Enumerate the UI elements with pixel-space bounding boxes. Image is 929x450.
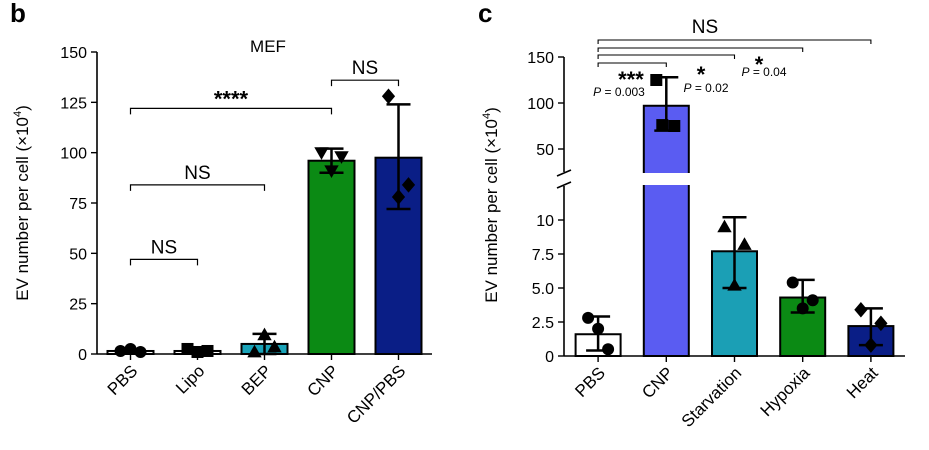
significance-label-1: NS bbox=[184, 163, 210, 184]
y-tick-label-6: 150 bbox=[60, 45, 87, 62]
data-point-1-0 bbox=[650, 74, 663, 86]
y-tick-label-3: 75 bbox=[69, 196, 87, 213]
x-tick-label-4: CNP/PBS bbox=[343, 361, 409, 427]
p-value-1: P = 0.003 bbox=[593, 85, 645, 99]
data-point-2-1 bbox=[727, 278, 742, 291]
bar-break-gap-cnp bbox=[641, 173, 691, 185]
data-point-0-0 bbox=[582, 311, 595, 324]
data-point-4-0 bbox=[381, 88, 396, 105]
y-tick-label-upper-1: 100 bbox=[527, 96, 554, 113]
panel-letter-c: c bbox=[478, 0, 492, 28]
data-point-0-0 bbox=[114, 344, 127, 357]
data-point-2-0 bbox=[717, 219, 732, 233]
y-tick-label-lower-2: 5.0 bbox=[532, 281, 554, 298]
x-tick-label-3: Hypoxia bbox=[757, 363, 814, 420]
data-point-3-2 bbox=[334, 151, 349, 164]
significance-bracket-1 bbox=[597, 62, 667, 67]
p-value-3: P = 0.04 bbox=[741, 65, 786, 79]
x-tick-label-1: CNP bbox=[638, 363, 677, 402]
data-point-4-0 bbox=[854, 301, 868, 318]
significance-label-1: *** bbox=[618, 67, 644, 92]
significance-bracket-3 bbox=[330, 79, 400, 87]
significance-bracket-1 bbox=[129, 184, 266, 191]
data-point-2-0 bbox=[247, 344, 262, 358]
significance-label-3: NS bbox=[352, 58, 378, 79]
y-tick-label-2: 50 bbox=[69, 246, 87, 263]
y-axis-label: EV number per cell (×104) bbox=[12, 105, 32, 301]
p-value-2: P = 0.02 bbox=[683, 81, 728, 95]
data-point-4-2 bbox=[401, 177, 416, 193]
x-tick-label-2: Starvation bbox=[678, 363, 746, 431]
data-point-3-1 bbox=[324, 165, 339, 178]
data-point-1-1 bbox=[656, 119, 669, 132]
x-tick-label-0: PBS bbox=[104, 361, 141, 398]
chart-c: 0 2.5 5.0 7.5 10 50 100 150 EV number per cell (… bbox=[481, 17, 905, 431]
y-tick-label-4: 100 bbox=[60, 146, 87, 163]
x-tick-label-0: PBS bbox=[571, 363, 608, 400]
chart-b-title: MEF bbox=[250, 37, 286, 56]
data-point-0-1 bbox=[124, 342, 137, 355]
data-point-4-2 bbox=[874, 315, 888, 332]
axis-break-mark-upper bbox=[556, 169, 572, 177]
y-tick-label-upper-0: 50 bbox=[536, 142, 554, 159]
y-tick-label-lower-4: 10 bbox=[536, 213, 554, 230]
y-tick-label-lower-0: 0 bbox=[545, 349, 554, 366]
y-axis-label: EV number per cell (×104) bbox=[481, 107, 501, 303]
data-point-4-1 bbox=[391, 189, 406, 205]
data-point-1-2 bbox=[201, 344, 214, 357]
y-tick-label-0: 0 bbox=[78, 347, 87, 364]
data-point-3-2 bbox=[806, 294, 819, 307]
y-tick-label-5: 125 bbox=[60, 95, 87, 112]
data-point-2-2 bbox=[737, 237, 752, 250]
bar-cnp bbox=[307, 159, 356, 355]
data-point-0-2 bbox=[134, 345, 147, 358]
data-point-1-0 bbox=[181, 342, 194, 355]
axis-break-mark-lower bbox=[556, 181, 572, 189]
bar-cnp bbox=[642, 104, 690, 358]
significance-label-3: * bbox=[755, 52, 764, 77]
significance-label-2: * bbox=[697, 62, 706, 87]
data-point-2-1 bbox=[257, 327, 272, 341]
significance-label-0: NS bbox=[151, 237, 177, 258]
data-point-3-1 bbox=[796, 302, 809, 315]
data-point-2-2 bbox=[267, 339, 282, 353]
data-point-0-2 bbox=[602, 343, 615, 356]
data-point-3-0 bbox=[786, 276, 799, 289]
x-tick-label-1: Lipo bbox=[172, 361, 208, 397]
data-point-4-1 bbox=[864, 337, 878, 353]
data-point-1-2 bbox=[668, 120, 681, 132]
x-tick-label-2: BEP bbox=[238, 361, 275, 398]
significance-bracket-0 bbox=[129, 258, 199, 266]
y-tick-label-upper-2: 150 bbox=[527, 50, 554, 67]
y-tick-label-lower-3: 7.5 bbox=[532, 247, 554, 264]
significance-label-2: **** bbox=[214, 86, 249, 111]
chart-b: 0 25 50 75 100 125 150 EV number per cell (×104… bbox=[12, 45, 432, 428]
x-tick-label-4: Heat bbox=[843, 363, 882, 402]
data-point-0-1 bbox=[592, 322, 605, 335]
significance-bracket-3 bbox=[597, 47, 804, 52]
significance-bracket-2 bbox=[129, 107, 333, 115]
data-point-1-1 bbox=[191, 345, 204, 358]
y-tick-label-1: 25 bbox=[69, 297, 87, 314]
y-tick-label-lower-1: 2.5 bbox=[532, 315, 554, 332]
significance-label-4: NS bbox=[692, 17, 718, 38]
x-tick-label-3: CNP bbox=[304, 361, 343, 400]
panel-letter-b: b bbox=[10, 0, 26, 28]
significance-bracket-2 bbox=[597, 54, 736, 59]
data-point-3-0 bbox=[314, 147, 329, 160]
significance-bracket-4 bbox=[597, 39, 872, 44]
